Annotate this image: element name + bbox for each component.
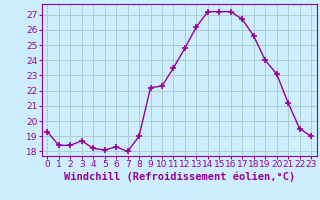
X-axis label: Windchill (Refroidissement éolien,°C): Windchill (Refroidissement éolien,°C) xyxy=(64,172,295,182)
